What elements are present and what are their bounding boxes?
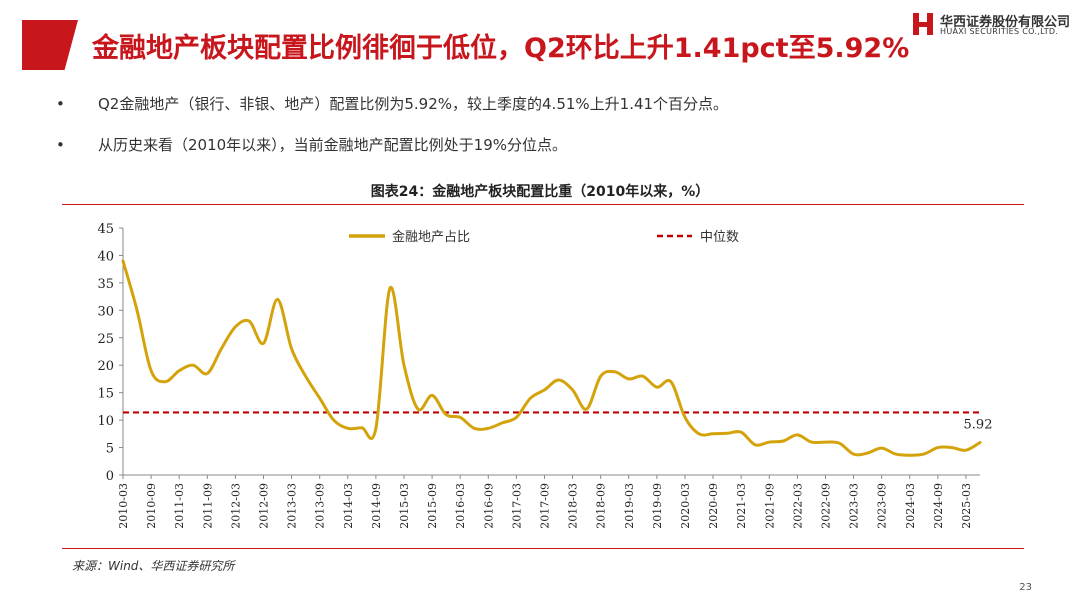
x-tick-label: 2024-09 (932, 483, 945, 529)
allocation-series (121, 259, 982, 457)
slide-title: 金融地产板块配置比例徘徊于低位，Q2环比上升1.41pct至5.92% (92, 33, 910, 64)
x-tick-label: 2013-03 (286, 483, 299, 529)
series-line-financial-realestate (121, 259, 982, 457)
company-logo: 华西证券股份有限公司 HUAXI SECURITIES CO.,LTD. (910, 10, 1070, 40)
y-tick-label: 25 (97, 332, 114, 347)
bullet-text-2: 从历史来看（2010年以来），当前金融地产配置比例处于19%分位点。 (98, 136, 568, 154)
figure-title: 图表24：金融地产板块配置比重（2010年以来，%） (370, 184, 710, 200)
chart-annotations: 5.92 (964, 418, 993, 433)
y-tick-label: 45 (97, 222, 114, 237)
bullet-point-1: • Q2金融地产（银行、非银、地产）配置比例为5.92%，较上季度的4.51%上升… (56, 93, 728, 114)
x-tick-label: 2016-09 (482, 483, 495, 529)
x-tick-label: 2020-03 (679, 483, 692, 529)
y-axis: 0 5 10 15 20 25 30 35 40 45 (97, 222, 124, 484)
x-tick-label: 2010-03 (117, 483, 130, 529)
x-tick-label: 2019-03 (623, 483, 636, 529)
y-tick-label: 5 (106, 442, 114, 457)
x-tick-label: 2018-09 (595, 483, 608, 529)
y-tick-label: 35 (97, 277, 114, 292)
y-tick-label: 20 (97, 359, 114, 374)
x-tick-label: 2019-09 (651, 483, 664, 529)
legend-label-median: 中位数 (700, 230, 739, 245)
x-tick-label: 2018-03 (567, 483, 580, 529)
bullet-dot-icon: • (56, 95, 65, 113)
x-tick-label: 2014-03 (342, 483, 355, 529)
page-number: 23 (1019, 582, 1032, 593)
x-tick-label: 2010-09 (145, 483, 158, 529)
bullet-point-2: • 从历史来看（2010年以来），当前金融地产配置比例处于19%分位点。 (56, 134, 567, 155)
huaxi-logo-icon (913, 13, 933, 35)
x-tick-label: 2011-03 (173, 483, 186, 529)
y-tick-label: 15 (97, 387, 114, 402)
x-tick-label: 2024-03 (904, 483, 917, 529)
chart-legend: 金融地产占比 中位数 (349, 229, 739, 245)
y-tick-label: 10 (97, 414, 114, 429)
logo-english-name: HUAXI SECURITIES CO.,LTD. (940, 27, 1059, 36)
last-value-label: 5.92 (964, 418, 993, 433)
x-tick-label: 2025-03 (960, 483, 973, 529)
x-tick-label: 2012-09 (257, 483, 270, 529)
x-tick-label: 2015-03 (398, 483, 411, 529)
x-tick-label: 2021-09 (763, 483, 776, 529)
x-tick-label: 2011-09 (201, 483, 214, 529)
y-tick-label: 0 (106, 469, 114, 484)
x-axis: 2010-03 2010-09 2011-03 2011-09 2012-03 2012-… (117, 474, 980, 529)
x-tick-label: 2023-03 (848, 483, 861, 529)
x-tick-label: 2021-03 (735, 483, 748, 529)
source-note: 来源：Wind、华西证券研究所 (72, 559, 235, 573)
logo-chinese-name: 华西证券股份有限公司 (940, 15, 1071, 30)
x-tick-label: 2015-09 (426, 483, 439, 529)
y-tick-label: 40 (97, 249, 114, 264)
figure-top-rule (62, 204, 1024, 205)
figure-bottom-rule (62, 548, 1024, 549)
bullet-dot-icon: • (56, 136, 65, 154)
bullet-text-1: Q2金融地产（银行、非银、地产）配置比例为5.92%，较上季度的4.51%上升1… (98, 95, 729, 113)
legend-label-series: 金融地产占比 (392, 229, 470, 245)
x-tick-label: 2013-09 (314, 483, 327, 529)
x-tick-label: 2016-03 (454, 483, 467, 529)
x-tick-label: 2020-09 (707, 483, 720, 529)
x-tick-label: 2022-09 (819, 483, 832, 529)
x-tick-label: 2017-03 (510, 483, 523, 529)
x-tick-label: 2022-03 (791, 483, 804, 529)
x-tick-label: 2017-09 (538, 483, 551, 529)
x-tick-label: 2023-09 (876, 483, 889, 529)
y-tick-label: 30 (97, 304, 114, 319)
x-tick-label: 2012-03 (229, 483, 242, 529)
x-tick-label: 2014-09 (370, 483, 383, 529)
